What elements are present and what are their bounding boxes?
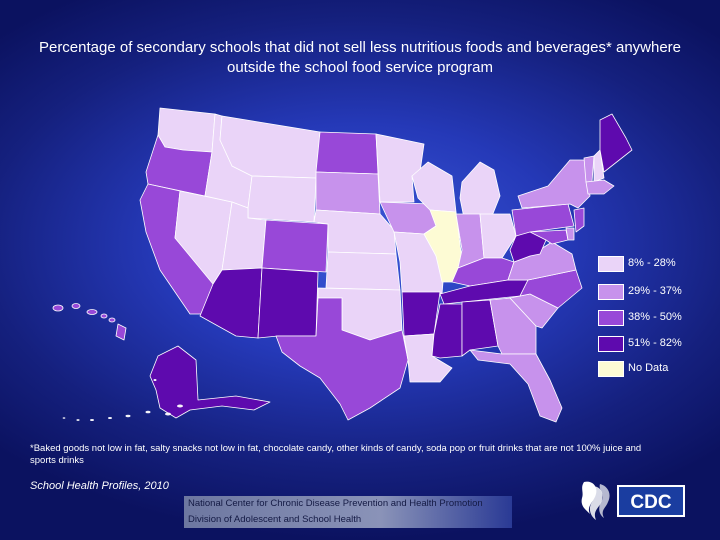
state-AK (149, 345, 271, 419)
legend-label: 8% - 28% (628, 257, 676, 269)
cdc-logo-text: CDC (630, 492, 671, 513)
state-HI (52, 303, 127, 341)
state-NY (517, 159, 591, 209)
state-OH (479, 213, 517, 259)
legend-swatch (598, 256, 624, 272)
state-ME (599, 113, 633, 173)
state-KS (325, 251, 401, 291)
cdc-box (617, 485, 685, 517)
state-MI (459, 161, 501, 219)
state-CO (261, 219, 329, 273)
footnote: *Baked goods not low in fat, salty snack… (30, 443, 642, 466)
state-AR (401, 291, 441, 337)
state-FL (469, 349, 563, 423)
map-title: Percentage of secondary schools that did… (38, 39, 682, 76)
legend-swatch (598, 284, 624, 300)
legend-label: 51% - 82% (628, 337, 682, 349)
hhs-eagle-icon (581, 481, 610, 520)
agency-center-label: National Center for Chronic Disease Prev… (184, 496, 512, 512)
state-DE (565, 227, 575, 241)
alaska-islands (62, 379, 183, 421)
legend-label: 38% - 50% (628, 311, 682, 323)
legend-swatch (598, 336, 624, 352)
state-NH (593, 149, 605, 183)
legend-label: No Data (628, 362, 669, 374)
cdc-logo: CDC (581, 481, 685, 520)
source-citation: School Health Profiles, 2010 (30, 480, 169, 492)
state-WY (247, 175, 317, 223)
state-VT (583, 155, 595, 183)
agency-division-label: Division of Adolescent and School Health (184, 512, 512, 528)
state-MD (529, 229, 569, 245)
state-TX (275, 297, 409, 421)
state-NM (257, 267, 319, 339)
legend-swatch (598, 361, 624, 377)
state-SD (315, 171, 381, 215)
state-WA (157, 107, 216, 153)
legend-swatch (598, 310, 624, 326)
state-AL (461, 299, 499, 357)
state-NJ (573, 207, 585, 233)
state-ND (315, 131, 379, 175)
state-MA (585, 179, 615, 195)
legend-label: 29% - 37% (628, 285, 682, 297)
